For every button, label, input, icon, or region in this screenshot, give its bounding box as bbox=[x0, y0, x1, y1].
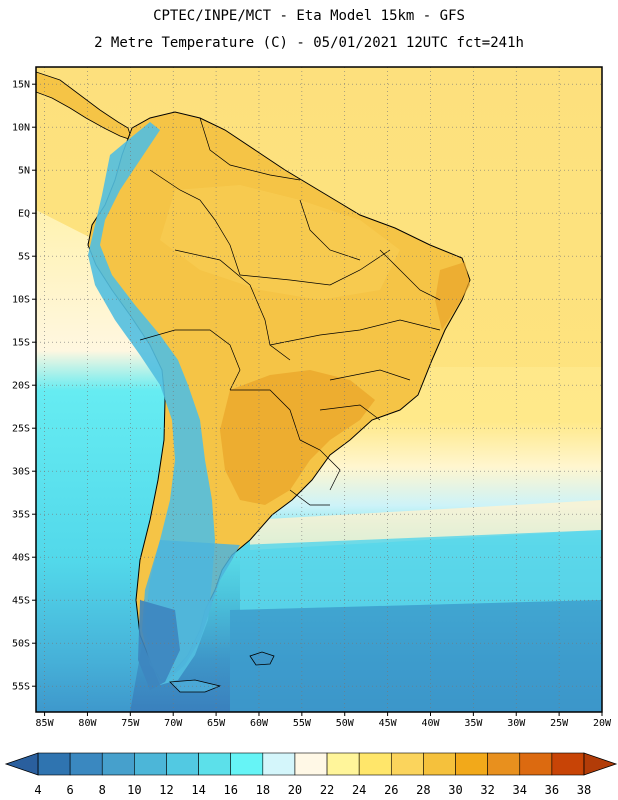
lat-tick-label: 55S bbox=[12, 682, 30, 693]
lat-tick-label: 10S bbox=[12, 295, 30, 306]
colorbar-label: 26 bbox=[384, 783, 398, 797]
lon-tick-label: 30W bbox=[507, 718, 526, 729]
atlantic-cool-band bbox=[240, 530, 602, 610]
colorbar-label: 38 bbox=[577, 783, 591, 797]
colorbar-swatch bbox=[69, 752, 103, 776]
colorbar-label: 16 bbox=[223, 783, 237, 797]
southern-tip bbox=[138, 600, 180, 690]
colorbar-swatch bbox=[166, 752, 199, 776]
colorbar-arrow-low bbox=[4, 752, 39, 776]
title-model: CPTEC/INPE/MCT - Eta Model 15km - GFS bbox=[153, 8, 465, 24]
lat-tick-label: 10N bbox=[12, 123, 30, 134]
lat-tick-label: 5N bbox=[18, 166, 30, 177]
lat-tick-label: 45S bbox=[12, 596, 30, 607]
lat-tick-label: 40S bbox=[12, 553, 30, 564]
colorbar-label: 36 bbox=[545, 783, 559, 797]
falkland-islands bbox=[249, 651, 275, 666]
colorbar-label: 14 bbox=[191, 783, 205, 797]
colorbar-swatch bbox=[294, 752, 328, 776]
colorbar-label: 4 bbox=[34, 783, 41, 797]
colorbar-swatch bbox=[551, 752, 585, 776]
colorbar-swatch bbox=[326, 752, 360, 776]
lat-tick-label: 20S bbox=[12, 381, 30, 392]
atlantic-cold-band bbox=[230, 600, 602, 712]
colorbar-swatch bbox=[519, 752, 553, 776]
lat-tick-label: 35S bbox=[12, 510, 30, 521]
colorbar-swatch bbox=[455, 752, 488, 776]
colorbar-swatch bbox=[358, 752, 392, 776]
colorbar-label: 20 bbox=[288, 783, 302, 797]
lon-tick-label: 80W bbox=[78, 718, 97, 729]
colorbar-label: 10 bbox=[127, 783, 141, 797]
colorbar-swatch bbox=[423, 752, 456, 776]
colorbar-label: 32 bbox=[480, 783, 494, 797]
colorbar-swatch bbox=[37, 752, 71, 776]
lat-tick-label: 5S bbox=[18, 252, 30, 263]
colorbar-swatch bbox=[198, 752, 232, 776]
title-variable: 2 Metre Temperature (C) - 05/01/2021 12U… bbox=[94, 35, 524, 51]
colorbar-swatch bbox=[390, 752, 424, 776]
tierra-del-fuego bbox=[169, 679, 222, 693]
colorbar-label: 22 bbox=[320, 783, 334, 797]
longitude-axis: 85W 80W 75W 70W 65W 60W 55W 50W 45W 40W 35W 30W 25W 2… bbox=[36, 712, 612, 729]
lon-tick-label: 20W bbox=[593, 718, 612, 729]
lon-tick-label: 60W bbox=[250, 718, 269, 729]
lon-tick-label: 85W bbox=[36, 718, 55, 729]
colorbar-arrow-high bbox=[583, 752, 618, 776]
map-frame bbox=[35, 66, 603, 713]
colorbar-label: 6 bbox=[67, 783, 74, 797]
temperature-map: 15N 10N 5N EQ 5S 10S 15S 20S 25S 30S 35S 40S 45S 50S 5… bbox=[12, 66, 612, 729]
lat-tick-label: 15S bbox=[12, 338, 30, 349]
colorbar-swatch bbox=[101, 752, 135, 776]
colorbar-label: 24 bbox=[352, 783, 366, 797]
lat-tick-label: EQ bbox=[18, 209, 30, 220]
colorbar-swatch bbox=[487, 752, 521, 776]
central-america bbox=[36, 71, 133, 141]
lon-tick-label: 40W bbox=[421, 718, 440, 729]
latitude-axis: 15N 10N 5N EQ 5S 10S 15S 20S 25S 30S 35S 40S 45S 50S 5… bbox=[12, 80, 36, 693]
lon-tick-label: 35W bbox=[464, 718, 483, 729]
colorbar-label: 30 bbox=[448, 783, 462, 797]
lon-tick-label: 45W bbox=[379, 718, 398, 729]
colorbar-label: 8 bbox=[99, 783, 106, 797]
lat-tick-label: 50S bbox=[12, 639, 30, 650]
lat-tick-label: 15N bbox=[12, 80, 30, 91]
hot-northeast bbox=[435, 262, 470, 330]
lat-tick-label: 25S bbox=[12, 424, 30, 435]
colorbar-swatch bbox=[230, 752, 264, 776]
lon-tick-label: 65W bbox=[207, 718, 226, 729]
lon-tick-label: 25W bbox=[550, 718, 569, 729]
colorbar-label: 18 bbox=[256, 783, 270, 797]
lon-tick-label: 70W bbox=[164, 718, 183, 729]
colorbar-label: 28 bbox=[416, 783, 430, 797]
colorbar-swatch bbox=[262, 752, 296, 776]
lon-tick-label: 75W bbox=[121, 718, 140, 729]
colorbar-label: 12 bbox=[159, 783, 173, 797]
lon-tick-label: 55W bbox=[293, 718, 312, 729]
colorbar-label: 34 bbox=[513, 783, 527, 797]
lat-tick-label: 30S bbox=[12, 467, 30, 478]
colorbar-swatch bbox=[134, 752, 167, 776]
lon-tick-label: 50W bbox=[336, 718, 355, 729]
warm-amazon bbox=[160, 185, 400, 300]
atlantic-pale-band bbox=[250, 500, 602, 550]
colorbar: 4 6 8 10 12 14 16 18 20 22 24 26 28 30 32 34 36 38 bbox=[4, 752, 618, 797]
